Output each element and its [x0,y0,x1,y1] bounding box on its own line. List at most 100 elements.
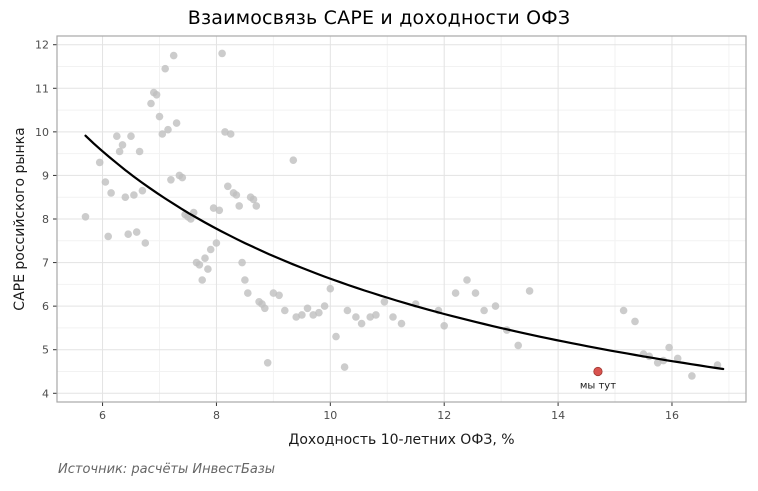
data-point [169,51,178,60]
data-point [167,176,175,184]
data-point [155,112,164,121]
data-point [161,64,169,73]
y-tick-label: 6 [42,300,49,313]
data-point [226,130,235,138]
data-point [135,147,144,156]
data-point [104,232,112,241]
panel-border [56,35,747,403]
y-tick-label: 12 [35,39,49,52]
data-point [158,130,167,138]
data-point [281,306,289,315]
data-point [326,284,335,293]
data-point [665,343,673,352]
highlight-point [593,366,603,377]
data-point [471,289,480,297]
data-point [209,204,218,212]
data-point [357,319,366,328]
x-tick-label: 8 [213,409,220,422]
data-point [232,191,241,199]
data-point [292,313,301,321]
source-caption: Источник: расчёты ИнвестБазы [58,462,276,477]
data-point [221,128,229,136]
x-tick-label: 16 [665,409,679,422]
data-point [113,132,121,140]
data-point [249,195,258,204]
data-point [451,289,460,297]
data-point [81,213,90,221]
data-point [315,308,323,317]
data-point [380,298,389,306]
data-point [525,287,534,295]
data-point [127,132,135,140]
data-point [289,156,298,164]
y-tick-label: 5 [42,344,49,357]
data-point [187,215,195,223]
data-point [463,276,471,284]
data-point [673,354,682,363]
data-point [263,359,272,367]
data-point [320,302,329,310]
data-point [206,245,215,254]
data-point [298,311,306,319]
data-point [491,302,500,310]
data-point [172,119,181,127]
data-point [178,173,187,182]
data-point [343,306,352,315]
data-point [130,191,138,199]
data-point [303,304,312,313]
highlight-label: мы тут [580,381,616,392]
data-point [95,158,104,167]
data-point [138,186,147,195]
data-point [244,289,252,297]
data-point [121,193,130,201]
data-point [269,289,278,297]
data-point [372,311,380,319]
data-point [195,261,204,269]
x-axis-title: Доходность 10-летних ОФЗ, % [288,432,515,448]
data-point [238,258,246,267]
data-point [241,276,249,284]
data-point [218,49,226,58]
data-point [340,363,349,371]
data-point [309,311,318,319]
data-point [619,306,628,315]
data-point [514,341,522,350]
data-point [147,99,155,108]
y-tick-label: 10 [35,126,49,139]
y-tick-label: 4 [42,387,49,400]
data-point [631,317,639,326]
data-point [164,125,172,134]
y-tick-label: 8 [42,213,49,226]
data-point [204,265,212,273]
data-point [101,178,110,186]
chart-title: Взаимосвязь CAPE и доходности ОФЗ [187,7,571,29]
data-point [440,322,449,330]
y-tick-label: 11 [35,82,49,95]
data-point [201,254,209,262]
x-tick-label: 6 [99,409,106,422]
data-point [124,230,132,238]
data-point [261,304,269,313]
data-point [366,313,375,321]
data-point [212,239,221,247]
data-point [480,306,488,315]
data-point [198,276,206,284]
data-point [224,182,232,191]
data-point [235,202,243,210]
data-point [332,332,340,341]
data-point [132,228,141,236]
x-tick-label: 14 [551,409,565,422]
data-point [141,239,150,247]
data-point [152,91,161,99]
data-point [118,141,127,149]
y-tick-label: 9 [42,169,49,182]
y-tick-label: 7 [42,257,49,270]
data-point [115,147,124,156]
data-point [275,291,283,300]
data-point [107,189,115,197]
data-point [653,359,662,367]
x-tick-label: 12 [437,409,451,422]
data-point [688,372,696,380]
